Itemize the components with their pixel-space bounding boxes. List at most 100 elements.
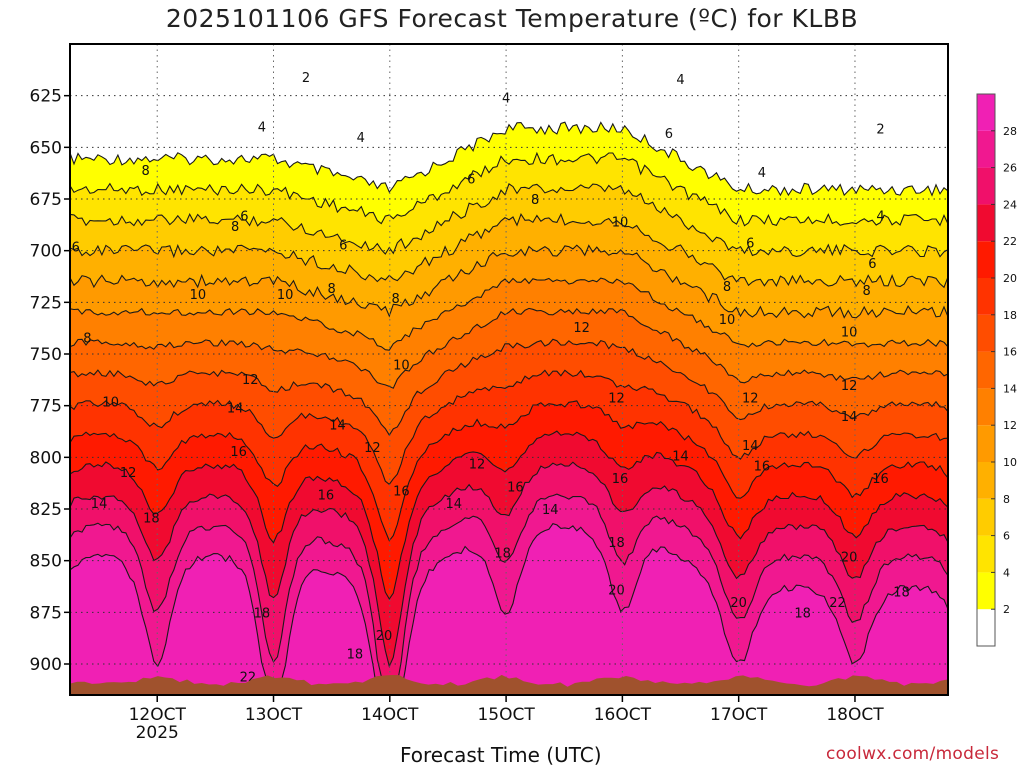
y-axis: 625 650 675 700 725 750 775 800 825 850 875 900 bbox=[30, 87, 70, 675]
colorbar-tick-label: 10 bbox=[1003, 456, 1017, 469]
x-tick-label: 18OCT bbox=[826, 705, 884, 725]
contour-16 bbox=[70, 338, 948, 437]
contour-label: 16 bbox=[318, 489, 335, 504]
y-tick-label: 750 bbox=[30, 345, 62, 365]
contour-26 bbox=[70, 493, 948, 695]
contour-label: 12 bbox=[120, 466, 137, 481]
colorbar-swatch bbox=[977, 609, 995, 646]
contour-12 bbox=[70, 277, 948, 351]
contour-label: 20 bbox=[213, 714, 230, 729]
contour-label: 20 bbox=[730, 596, 747, 611]
contour-label: 14 bbox=[227, 402, 244, 417]
colorbar-swatch bbox=[977, 278, 995, 315]
contour-label: 6 bbox=[339, 238, 347, 253]
colorbar-tick-label: 6 bbox=[1003, 530, 1010, 543]
contour-label: 8 bbox=[391, 292, 399, 307]
y-tick-label: 625 bbox=[30, 87, 62, 107]
contour-label: 8 bbox=[723, 280, 731, 295]
colorbar-swatch bbox=[977, 572, 995, 610]
contour-label: 18 bbox=[794, 606, 811, 621]
contour-2 bbox=[70, 121, 948, 197]
contour-label: 18 bbox=[347, 648, 364, 663]
y-tick-label: 850 bbox=[30, 552, 62, 572]
contour-label: 4 bbox=[758, 166, 766, 181]
contour-label: 18 bbox=[893, 586, 910, 601]
contour-label: 6 bbox=[240, 210, 248, 225]
colorbar-swatch bbox=[977, 314, 995, 352]
contour-label: 2 bbox=[302, 71, 310, 86]
colorbar-swatch bbox=[977, 535, 995, 573]
colorbar-tick-label: 20 bbox=[1003, 272, 1017, 285]
colorbar-tick-label: 12 bbox=[1003, 419, 1017, 432]
contour-label: 16 bbox=[872, 472, 889, 487]
colorbar-swatch bbox=[977, 462, 995, 499]
y-tick-label: 900 bbox=[30, 655, 62, 675]
colorbar-tick-label: 8 bbox=[1003, 493, 1010, 506]
credit-link[interactable]: coolwx.com/models bbox=[826, 744, 1000, 764]
contour-lines bbox=[70, 121, 948, 695]
contour-label: 4 bbox=[502, 92, 510, 107]
x-tick-label: 17OCT bbox=[710, 705, 768, 725]
colorbar-swatch bbox=[977, 94, 995, 131]
colorbar-swatch bbox=[977, 498, 995, 536]
colorbar-swatch bbox=[977, 167, 995, 205]
contour-label: 18 bbox=[143, 511, 160, 526]
contour-label: 8 bbox=[141, 164, 149, 179]
contour-label: 16 bbox=[393, 484, 410, 499]
colorbar-swatch bbox=[977, 130, 995, 168]
contour-label: 16 bbox=[230, 445, 247, 460]
terrain-fill bbox=[70, 674, 948, 695]
contour-label: 14 bbox=[542, 503, 559, 518]
contour-label: 14 bbox=[841, 410, 858, 425]
contour-label: 6 bbox=[467, 172, 475, 187]
colorbar-tick-label: 4 bbox=[1003, 566, 1010, 579]
y-tick-label: 825 bbox=[30, 500, 62, 520]
y-tick-label: 700 bbox=[30, 242, 62, 262]
colorbar-tick-label: 2 bbox=[1003, 603, 1010, 616]
contour-label: 12 bbox=[742, 391, 759, 406]
contour-label: 12 bbox=[841, 379, 858, 394]
colorbar-swatch bbox=[977, 388, 995, 426]
contour-4 bbox=[70, 151, 948, 227]
contour-label: 2 bbox=[876, 123, 884, 138]
contour-label: 8 bbox=[328, 282, 336, 297]
contour-label: 10 bbox=[719, 313, 736, 328]
contour-14 bbox=[70, 307, 948, 389]
contour-label: 22 bbox=[829, 596, 846, 611]
chart-title: 2025101106 GFS Forecast Temperature (ºC)… bbox=[165, 4, 859, 33]
contour-label: 8 bbox=[862, 284, 870, 299]
contour-label: 6 bbox=[746, 236, 754, 251]
x-tick-label: 15OCT bbox=[477, 705, 535, 725]
contour-label: 4 bbox=[676, 73, 684, 88]
contour-24 bbox=[70, 461, 948, 668]
contour-label: 10 bbox=[102, 396, 119, 411]
contour-28 bbox=[70, 523, 948, 695]
band-28 bbox=[70, 523, 948, 695]
contour-label: 20 bbox=[608, 584, 625, 599]
contour-label: 10 bbox=[190, 288, 207, 303]
colorbar-swatch bbox=[977, 351, 995, 389]
contour-label: 6 bbox=[868, 257, 876, 272]
contour-label: 14 bbox=[742, 439, 759, 454]
colorbar-tick-label: 28 bbox=[1003, 125, 1017, 138]
y-tick-label: 650 bbox=[30, 138, 62, 158]
colorbar-swatch bbox=[977, 241, 995, 278]
contour-label: 12 bbox=[608, 391, 625, 406]
colorbar-swatch bbox=[977, 425, 995, 462]
contour-label: 14 bbox=[672, 449, 689, 464]
contour-label: 12 bbox=[364, 441, 381, 456]
colorbar-tick-label: 24 bbox=[1003, 198, 1017, 211]
x-tick-sublabel: 2025 bbox=[136, 723, 179, 743]
contour-label: 4 bbox=[876, 210, 884, 225]
gridlines bbox=[70, 44, 948, 695]
contour-label: 10 bbox=[277, 288, 294, 303]
contour-22 bbox=[70, 430, 948, 601]
x-tick-label: 14OCT bbox=[361, 705, 419, 725]
contour-label: 14 bbox=[91, 497, 108, 512]
contour-label: 4 bbox=[357, 131, 365, 146]
contour-10 bbox=[70, 244, 948, 319]
